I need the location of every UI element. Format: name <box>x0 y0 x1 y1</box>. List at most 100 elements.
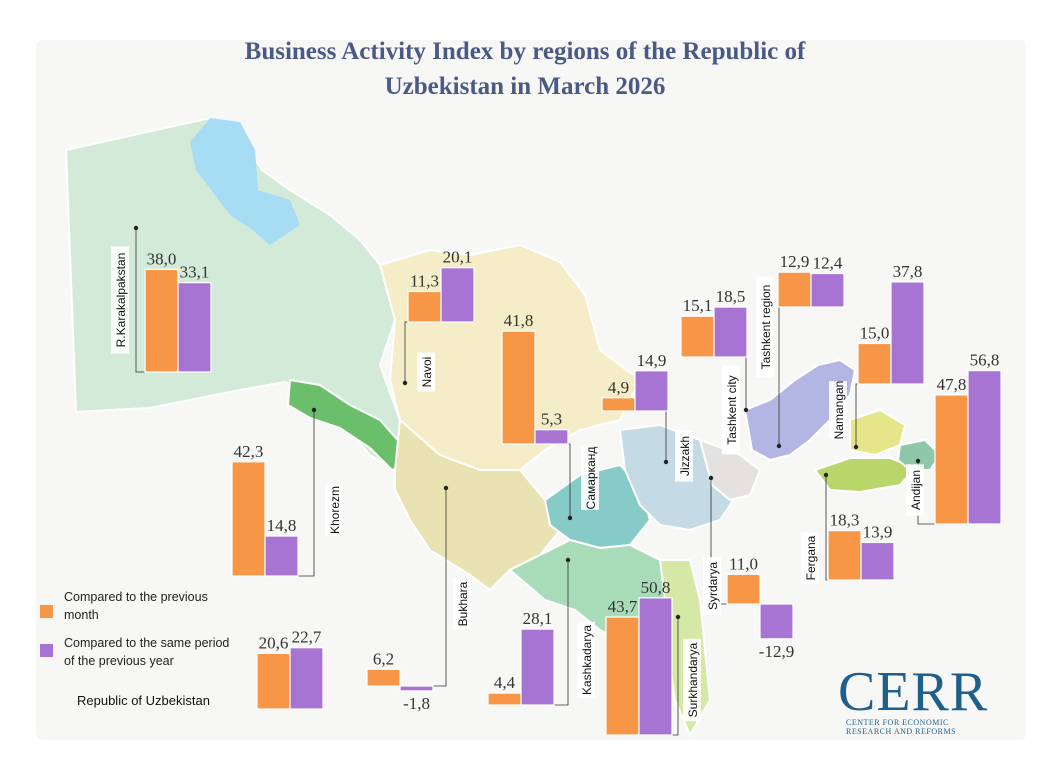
region-label-andijan: Andijan <box>909 470 923 510</box>
value-label-tashkent_region-previous-month: 12,9 <box>780 252 810 271</box>
chart-title: Business Activity Index by regions of th… <box>200 34 850 104</box>
bar-andijan-previous-month <box>934 394 969 525</box>
region-shape-syrdarya <box>698 438 762 502</box>
value-label-namangan-previous-month: 15,0 <box>860 324 890 343</box>
region-label-khorezm: Khorezm <box>328 486 342 534</box>
value-label-syrdarya-previous-month: 11,0 <box>729 554 758 573</box>
pin-fergana <box>823 472 829 478</box>
labels-layer: 38,033,1 R.Karakalpakstan 42,3 14,8 Khorezm 1… <box>77 246 1000 722</box>
pin-samarkand <box>567 515 573 521</box>
region-label-fergana: Fergana <box>804 535 818 580</box>
cerr-logo-sub-line2: RESEARCH AND REFORMS <box>846 727 957 736</box>
bar-navoi-previous-month <box>407 290 442 323</box>
bar-navoi-same-period <box>440 267 475 323</box>
region-label-syrdarya: Syrdarya <box>706 562 720 610</box>
bar-bukhara-previous-month <box>366 668 401 687</box>
bar-namangan-same-period <box>890 281 925 385</box>
region-label-bukhara: Bukhara <box>456 581 470 626</box>
region-label-bg-surkhandarya <box>683 638 701 722</box>
bar-samarkand-previous-month <box>501 330 536 445</box>
value-label-navoi-same-period: 20,1 <box>443 248 473 267</box>
chart-title-line1: Business Activity Index by regions of th… <box>244 38 806 65</box>
bar-kashkadarya-previous-month <box>487 692 522 706</box>
bar-tashkent_region-same-period <box>810 272 845 308</box>
bar-surkhandarya-same-period <box>638 597 673 736</box>
region-label-bg-kashkadarya <box>577 621 595 699</box>
bar-tashkent_region-previous-month <box>777 271 812 308</box>
connector-khorezm <box>298 410 315 577</box>
bar-kashkadarya-same-period <box>520 628 555 706</box>
bar-uzbekistan-previous-month <box>256 652 291 710</box>
bar-khorezm-same-period <box>264 535 299 577</box>
pin-jizzakh <box>663 459 669 465</box>
connector-bukhara <box>433 488 447 687</box>
value-label-kashkadarya-same-period: 28,1 <box>523 609 553 628</box>
region-shape-tashkent-region <box>743 358 857 462</box>
region-label-bg-namangan <box>829 381 847 439</box>
legend-item-same-period: Compared to the same period of the previ… <box>40 634 230 670</box>
value-label-bukhara-previous-month: 6,2 <box>373 649 394 668</box>
region-label-bg-fergana <box>801 532 819 584</box>
bar-jizzakh-previous-month <box>601 397 636 412</box>
connector-namangan <box>855 383 858 447</box>
value-label-kashkadarya-previous-month: 4,4 <box>494 673 516 692</box>
value-label-karakalpakstan-same-period: 33,1 <box>180 263 210 282</box>
region-label-bg-tashkent_region <box>756 276 774 378</box>
legend-swatch-same-period <box>40 644 53 657</box>
region-label-kashkadarya: Kashkadarya <box>580 625 594 695</box>
region-label-bg-karakalpakstan <box>111 246 129 354</box>
value-label-khorezm-previous-month: 42,3 <box>234 442 264 461</box>
region-label-bg-andijan <box>906 464 924 516</box>
region-label-tashkent_city: Tashkent city <box>725 375 739 444</box>
bar-jizzakh-same-period <box>634 370 669 412</box>
value-label-jizzakh-previous-month: 4,9 <box>608 378 629 397</box>
region-label-tashkent_region: Tashkent region <box>759 285 773 370</box>
bar-syrdarya-previous-month <box>726 573 761 605</box>
region-label-bg-jizzakh <box>675 430 693 482</box>
pin-kashkadarya <box>565 557 571 563</box>
value-label-samarkand-same-period: 5,3 <box>541 410 562 429</box>
value-label-namangan-same-period: 37,8 <box>893 262 923 281</box>
value-label-andijan-previous-month: 47,8 <box>937 375 967 394</box>
cerr-logo-subtitle: CENTER FOR ECONOMIC RESEARCH AND REFORMS <box>846 718 956 736</box>
pin-tashkent_region <box>776 443 782 449</box>
bars-layer <box>144 267 1002 736</box>
value-label-uzbekistan-previous-month: 20,6 <box>259 633 289 652</box>
value-label-navoi-previous-month: 11,3 <box>410 271 439 290</box>
value-label-jizzakh-same-period: 14,9 <box>637 351 667 370</box>
bar-khorezm-previous-month <box>231 461 266 577</box>
region-label-jizzakh: Jizzakh <box>678 436 692 476</box>
region-shape-andijan <box>896 438 942 471</box>
chart-title-line2: Uzbekistan in March 2026 <box>384 73 666 100</box>
bar-karakalpakstan-previous-month <box>144 268 179 373</box>
pin-andijan <box>915 458 921 464</box>
pin-khorezm <box>311 407 317 413</box>
region-label-bg-navoi <box>417 352 435 392</box>
value-label-syrdarya-same-period: -12,9 <box>759 642 794 661</box>
value-label-tashkent_region-same-period: 12,4 <box>813 254 843 273</box>
bar-tashkent_city-same-period <box>713 306 748 358</box>
region-label-bg-tashkent_city <box>722 365 740 455</box>
region-label-namangan: Namangan <box>832 381 846 440</box>
value-label-surkhandarya-previous-month: 43,7 <box>608 597 638 616</box>
value-label-uzbekistan-same-period: 22,7 <box>292 628 322 647</box>
pin-surkhandarya <box>675 614 681 620</box>
cerr-logo-sub-line1: CENTER FOR ECONOMIC <box>846 718 949 727</box>
cerr-logo-word: CERR <box>838 661 989 723</box>
aral-sea-shape <box>190 118 300 245</box>
pin-bukhara <box>443 485 449 491</box>
value-label-samarkand-previous-month: 41,8 <box>504 311 534 330</box>
bar-andijan-same-period <box>967 370 1002 525</box>
bar-fergana-previous-month <box>827 529 862 581</box>
value-label-surkhandarya-same-period: 50,8 <box>641 578 671 597</box>
connector-fergana <box>825 475 828 581</box>
bar-bukhara-same-period <box>399 685 434 692</box>
legend-label-same-period: Compared to the same period of the previ… <box>64 636 230 668</box>
value-label-andijan-same-period: 56,8 <box>970 351 1000 370</box>
bar-fergana-same-period <box>860 541 895 581</box>
region-label-samarkand: Самарканд <box>584 447 598 510</box>
bar-uzbekistan-same-period <box>289 647 324 710</box>
legend-item-previous-month: Compared to the previous month <box>40 588 230 624</box>
